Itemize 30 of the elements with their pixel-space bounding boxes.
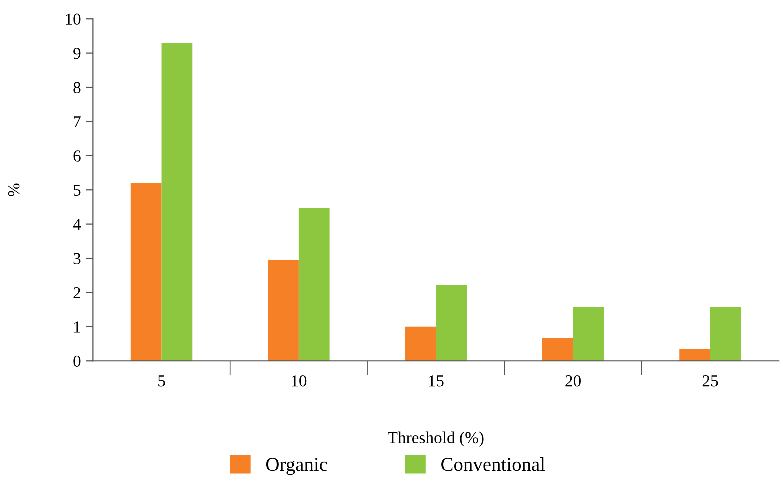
- bar: [298, 208, 330, 362]
- x-tick-label: 25: [702, 376, 718, 387]
- y-axis-title: %: [8, 184, 20, 196]
- legend-label: Organic: [266, 458, 328, 476]
- bar: [268, 260, 299, 362]
- y-tick-label: 4: [73, 219, 82, 230]
- x-tick-label: 5: [158, 376, 166, 387]
- legend-label: Conventional: [442, 458, 546, 472]
- bar: [542, 338, 574, 362]
- bar: [573, 307, 604, 362]
- x-tick-label: 15: [429, 376, 444, 387]
- y-tick-label: 8: [74, 82, 81, 94]
- y-tick-label: 2: [74, 287, 80, 299]
- x-axis-title: Threshold (%): [388, 432, 484, 447]
- bar: [680, 349, 710, 362]
- y-tick-label: 0: [74, 356, 81, 368]
- y-tick-label: 10: [66, 14, 81, 26]
- bar: [162, 43, 193, 362]
- y-tick-label: 3: [74, 253, 81, 264]
- x-tick-label: 20: [566, 376, 582, 387]
- bar: [130, 183, 162, 362]
- y-tick-label: 6: [74, 150, 81, 162]
- bar: [710, 307, 742, 362]
- y-tick-label: 5: [74, 184, 81, 196]
- y-tick-label: 1: [74, 322, 80, 333]
- bar: [405, 326, 436, 362]
- y-tick-label: 9: [74, 48, 81, 60]
- x-tick-label: 10: [292, 376, 307, 387]
- bar: [436, 285, 467, 362]
- y-tick-label: 7: [74, 116, 81, 128]
